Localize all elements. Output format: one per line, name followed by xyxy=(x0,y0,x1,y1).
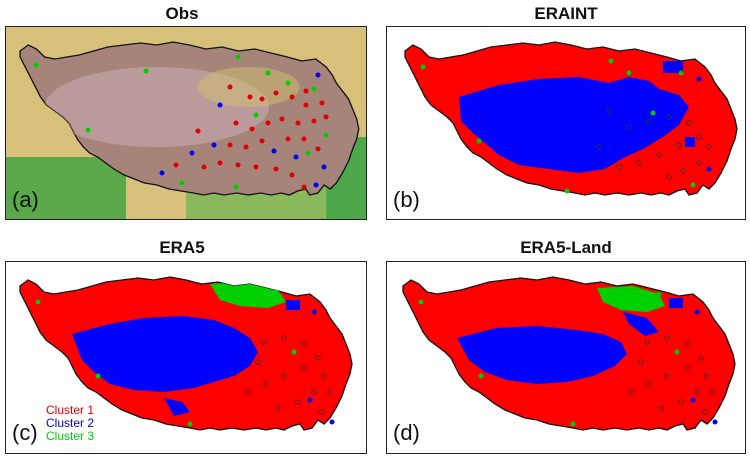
legend-cluster-3: Cluster 3 xyxy=(46,429,95,443)
panel-label-a: (a) xyxy=(12,187,39,212)
cluster-legend: Cluster 1 Cluster 2 Cluster 3 xyxy=(46,404,94,443)
panel-title-eraint: ERAINT xyxy=(534,4,598,23)
panel-label-b: (b) xyxy=(393,187,420,212)
panel-title-obs: Obs xyxy=(165,4,199,23)
panel-title-era5: ERA5 xyxy=(159,238,205,257)
panel-title-era5-land: ERA5-Land xyxy=(520,238,612,257)
era5-land-cluster-map: (d) xyxy=(386,261,746,454)
obs-terrain-map: (a) xyxy=(5,26,367,220)
panel-label-c: (c) xyxy=(12,420,38,445)
legend-cluster-1: Cluster 1 xyxy=(46,403,95,417)
legend-cluster-2: Cluster 2 xyxy=(46,416,95,430)
eraint-cluster-map: (b) xyxy=(386,26,746,220)
era5-cluster-map: (c) Cluster 1 Cluster 2 Cluster 3 xyxy=(5,261,367,454)
panel-label-d: (d) xyxy=(393,420,420,445)
obs-station-points xyxy=(33,54,329,190)
